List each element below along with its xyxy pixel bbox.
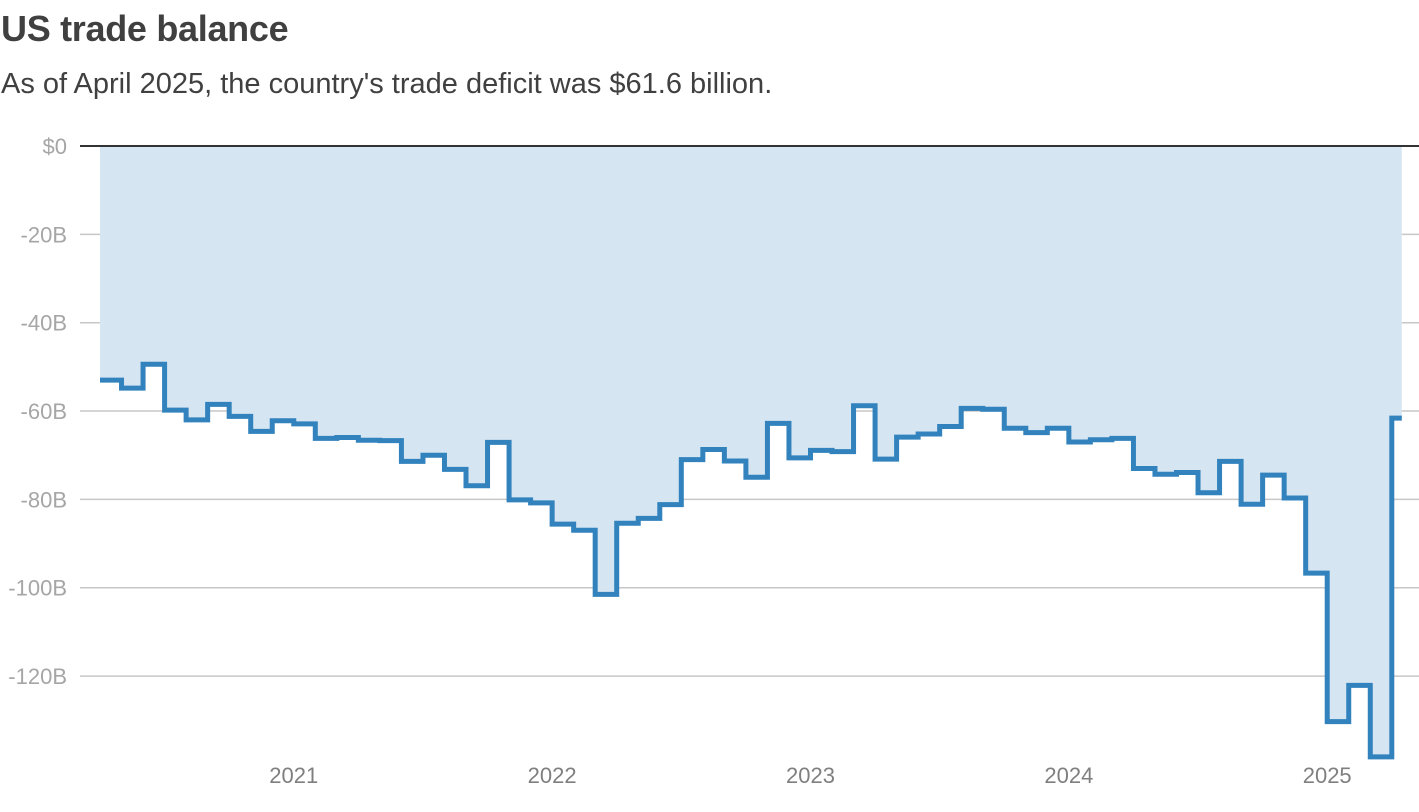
data-point: -71.4 bbox=[1226, 457, 1234, 465]
data-point: -73.2 bbox=[451, 465, 459, 473]
y-tick-label: -100B bbox=[8, 576, 67, 601]
data-point: -85.4 bbox=[623, 519, 631, 527]
data-point: -75 bbox=[753, 473, 761, 481]
data-point: -138.3 bbox=[1377, 753, 1385, 761]
data-point: -78.5 bbox=[1205, 489, 1213, 497]
data-point: -130.3 bbox=[1334, 718, 1342, 726]
data-point: -63.5 bbox=[946, 423, 954, 431]
data-point: -66.2 bbox=[1119, 434, 1127, 442]
data-point: -64.9 bbox=[1033, 429, 1041, 437]
data-point: -62.9 bbox=[301, 420, 309, 428]
data-point: -63.9 bbox=[1054, 424, 1062, 432]
y-tick-label: -120B bbox=[8, 664, 67, 689]
data-point: -62.8 bbox=[774, 419, 782, 427]
data-point: -68.9 bbox=[817, 446, 825, 454]
data-point: -80.8 bbox=[537, 499, 545, 507]
y-tick-label: -20B bbox=[21, 222, 67, 247]
data-point: -64.6 bbox=[257, 427, 265, 435]
data-point: -61.2 bbox=[236, 412, 244, 420]
data-point: -85.6 bbox=[559, 520, 567, 528]
data-point: -74.5 bbox=[1269, 471, 1277, 479]
data-point: -59.4 bbox=[968, 404, 976, 412]
data-point: -66.6 bbox=[365, 436, 373, 444]
data-point: -71 bbox=[688, 456, 696, 464]
chart-title: US trade balance bbox=[1, 8, 289, 49]
data-point: -66.2 bbox=[322, 434, 330, 442]
data-point: -66.5 bbox=[1097, 436, 1105, 444]
data-point: -62.2 bbox=[279, 417, 287, 425]
chart-subtitle: As of April 2025, the country's trade de… bbox=[1, 68, 773, 100]
data-point: -66.7 bbox=[387, 437, 395, 445]
deficit-area-fill bbox=[100, 146, 1402, 757]
y-tick-label: -40B bbox=[21, 311, 67, 336]
data-point: -63.9 bbox=[1011, 424, 1019, 432]
data-point: -59.8 bbox=[171, 406, 179, 414]
data-point: -74.3 bbox=[1162, 470, 1170, 478]
x-tick-label: 2024 bbox=[1044, 763, 1093, 788]
data-point: -65.9 bbox=[903, 433, 911, 441]
data-point: -79.7 bbox=[1291, 494, 1299, 502]
data-point: -69.2 bbox=[839, 448, 847, 456]
data-point: -71.4 bbox=[408, 457, 416, 465]
x-tick-label: 2022 bbox=[528, 763, 577, 788]
data-point: -70.9 bbox=[882, 455, 890, 463]
data-point: -58.8 bbox=[860, 402, 868, 410]
data-point: -76.9 bbox=[473, 482, 481, 490]
data-point: -53 bbox=[107, 376, 115, 384]
data-point: -67.1 bbox=[494, 438, 502, 446]
data-point: -73 bbox=[1140, 464, 1148, 472]
data-point: -65.2 bbox=[925, 430, 933, 438]
x-tick-label: 2023 bbox=[786, 763, 835, 788]
data-point: -70.6 bbox=[796, 454, 804, 462]
data-point: -80.1 bbox=[516, 496, 524, 504]
data-point: -59.6 bbox=[990, 405, 998, 413]
data-point: -87 bbox=[580, 526, 588, 534]
data-point: -70 bbox=[430, 451, 438, 459]
data-point: -96.7 bbox=[1312, 569, 1320, 577]
y-tick-label: -60B bbox=[21, 399, 67, 424]
y-axis: $0 -20B -40B -60B -80B -100B -120B bbox=[8, 134, 67, 689]
x-axis: 2021 2022 2023 2024 2025 bbox=[269, 763, 1351, 788]
data-point: -58.5 bbox=[214, 400, 222, 408]
data-point: -101.5 bbox=[602, 590, 610, 598]
data-point: -73.9 bbox=[1183, 468, 1191, 476]
y-tick-label: -80B bbox=[21, 487, 67, 512]
y-tick-label: $0 bbox=[43, 134, 67, 159]
data-point: -84.3 bbox=[645, 514, 653, 522]
data-point: -68.7 bbox=[710, 445, 718, 453]
data-point: -122.1 bbox=[1356, 681, 1364, 689]
data-point: -66 bbox=[344, 434, 352, 442]
trade-balance-step-line bbox=[100, 361, 1402, 760]
data-point: -67 bbox=[1076, 438, 1084, 446]
x-tick-label: 2021 bbox=[269, 763, 318, 788]
x-tick-label: 2025 bbox=[1303, 763, 1352, 788]
data-point: -71.3 bbox=[731, 457, 739, 465]
data-point: -49.4 bbox=[150, 360, 158, 368]
data-point: -81.2 bbox=[667, 501, 675, 509]
data-point: -54.8 bbox=[128, 384, 136, 392]
data-point: -62 bbox=[193, 416, 201, 424]
data-point: -81.1 bbox=[1248, 500, 1256, 508]
data-point: -61.6 bbox=[1399, 414, 1407, 422]
